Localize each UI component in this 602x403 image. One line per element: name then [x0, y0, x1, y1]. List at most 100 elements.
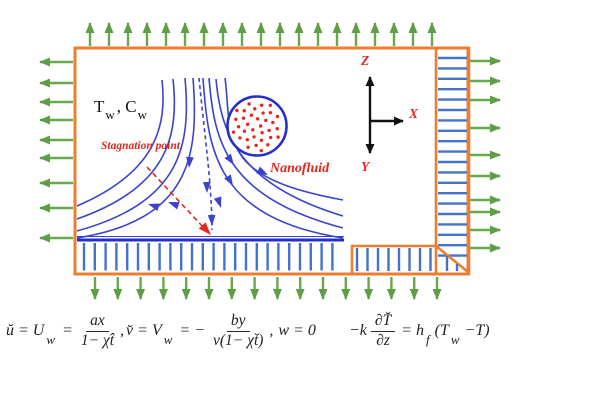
right-wall-hatch — [438, 56, 467, 257]
h-symbol: h — [415, 322, 424, 339]
Vw-symbol: V — [151, 322, 162, 339]
nanoparticle — [264, 118, 268, 123]
wall-temperature-concentration-label: Tw, Cw — [94, 97, 149, 122]
nanoparticle — [276, 135, 280, 139]
nanoparticle — [255, 117, 260, 121]
nanoparticle — [271, 120, 275, 125]
Uw-symbol: U — [32, 322, 45, 339]
comma: , — [120, 322, 125, 339]
h-subscript: f — [425, 332, 430, 347]
flow-arrowhead — [186, 156, 194, 168]
Vw-subscript: w — [163, 332, 173, 347]
nanoparticle — [261, 111, 265, 115]
equals: = — [137, 322, 148, 339]
nanoparticle — [268, 135, 273, 140]
u-symbol: ŭ — [6, 322, 14, 339]
stagnation-point-label: Stagnation point — [101, 140, 180, 152]
nanoparticle — [251, 128, 255, 132]
nanoparticle — [249, 113, 254, 117]
nanoparticle — [245, 122, 250, 127]
nanoparticle — [259, 148, 263, 153]
bottom-right-wall-border — [350, 244, 437, 273]
c-subscript: w — [137, 107, 148, 122]
nanoparticle — [254, 143, 258, 148]
equals: = — [401, 322, 412, 339]
nanoparticle — [242, 109, 246, 113]
t-symbol: T — [94, 97, 105, 116]
right-outflow-arrows — [470, 56, 501, 253]
stagnation-arrow — [146, 166, 211, 235]
Uw-subscript: w — [46, 332, 56, 347]
nanoparticle — [258, 124, 263, 128]
nanoparticle — [268, 103, 273, 107]
w-zero: w = 0 — [278, 322, 316, 339]
coordinate-axes — [365, 76, 404, 154]
equals-minus: = − — [179, 322, 205, 339]
flow-arrowhead — [207, 214, 216, 226]
nanoparticle — [275, 127, 279, 131]
open-paren-T: (T — [434, 322, 449, 339]
z-axis-label: Z — [361, 53, 370, 68]
top-outflow-arrows — [85, 22, 437, 46]
c-symbol: C — [125, 97, 137, 116]
nanoparticle — [275, 114, 280, 119]
nanoparticle — [231, 130, 236, 134]
nanoparticle — [234, 117, 238, 121]
nanoparticle — [260, 130, 264, 135]
denominator: 1− χt̂ — [80, 331, 115, 349]
nanoparticle — [253, 107, 257, 111]
denominator: v(1− χt̆) — [213, 331, 264, 349]
v-symbol: v̆ — [126, 322, 134, 339]
nanoparticle — [245, 138, 250, 142]
numerator: ∂T̆ — [370, 312, 396, 332]
nanoparticle — [259, 138, 264, 142]
nanoparticle — [259, 103, 264, 107]
nanoparticle — [242, 129, 247, 133]
nanoparticle — [252, 135, 256, 139]
nanoparticle — [267, 128, 271, 133]
comma: , — [116, 97, 126, 116]
Tw-subscript: w — [450, 332, 460, 347]
t-subscript: w — [105, 107, 115, 122]
fraction-ax: ax 1− χt̂ — [79, 312, 116, 349]
bottom-outflow-arrows — [90, 277, 442, 300]
right-wall-border — [434, 46, 471, 276]
nanoparticle — [235, 108, 239, 113]
flow-arrowhead — [224, 174, 233, 186]
dividing-streamline-dashed — [198, 77, 213, 231]
y-axis-label: Y — [361, 159, 370, 174]
nanoparticle — [238, 136, 242, 140]
numerator: ax — [86, 312, 109, 332]
nanoparticle — [268, 110, 273, 115]
flow-arrowhead — [256, 166, 268, 175]
nanofluid-label: Nanofluid — [270, 161, 330, 176]
flow-arrowhead — [168, 202, 180, 210]
equals: = — [18, 322, 29, 339]
equals: = — [62, 322, 73, 339]
corner-diagonal — [435, 244, 469, 274]
x-axis-label: X — [409, 106, 419, 121]
streamline-arrowheads — [148, 153, 268, 226]
nanoparticle — [266, 143, 270, 147]
denominator: ∂z — [376, 331, 390, 349]
nanoparticle — [247, 102, 251, 106]
fraction-dTdz: ∂T̆ ∂z — [370, 312, 396, 349]
numerator: by — [226, 312, 250, 332]
nanofluid-circle — [226, 95, 288, 157]
nanoparticle — [246, 145, 250, 149]
nanoparticle-dots — [231, 102, 280, 153]
flow-arrowhead — [148, 203, 160, 211]
fraction-by: by v(1− χt̆) — [211, 312, 265, 349]
minus-k: −k — [349, 322, 367, 339]
flow-arrowhead — [213, 196, 222, 208]
thermal-boundary-equation: −k ∂T̆ ∂z = h f (T w −T) — [349, 304, 490, 358]
left-outflow-arrows — [39, 57, 73, 243]
flow-arrowhead — [202, 181, 211, 193]
velocity-boundary-equation: ŭ = U w = ax 1− χt̂ , v̆ = V w = − by v(… — [6, 304, 316, 358]
bottom-wall-hatch-right — [355, 248, 459, 271]
minus-T-close: −T) — [464, 322, 490, 339]
comma: , — [269, 322, 274, 339]
nanoparticle — [241, 116, 246, 120]
